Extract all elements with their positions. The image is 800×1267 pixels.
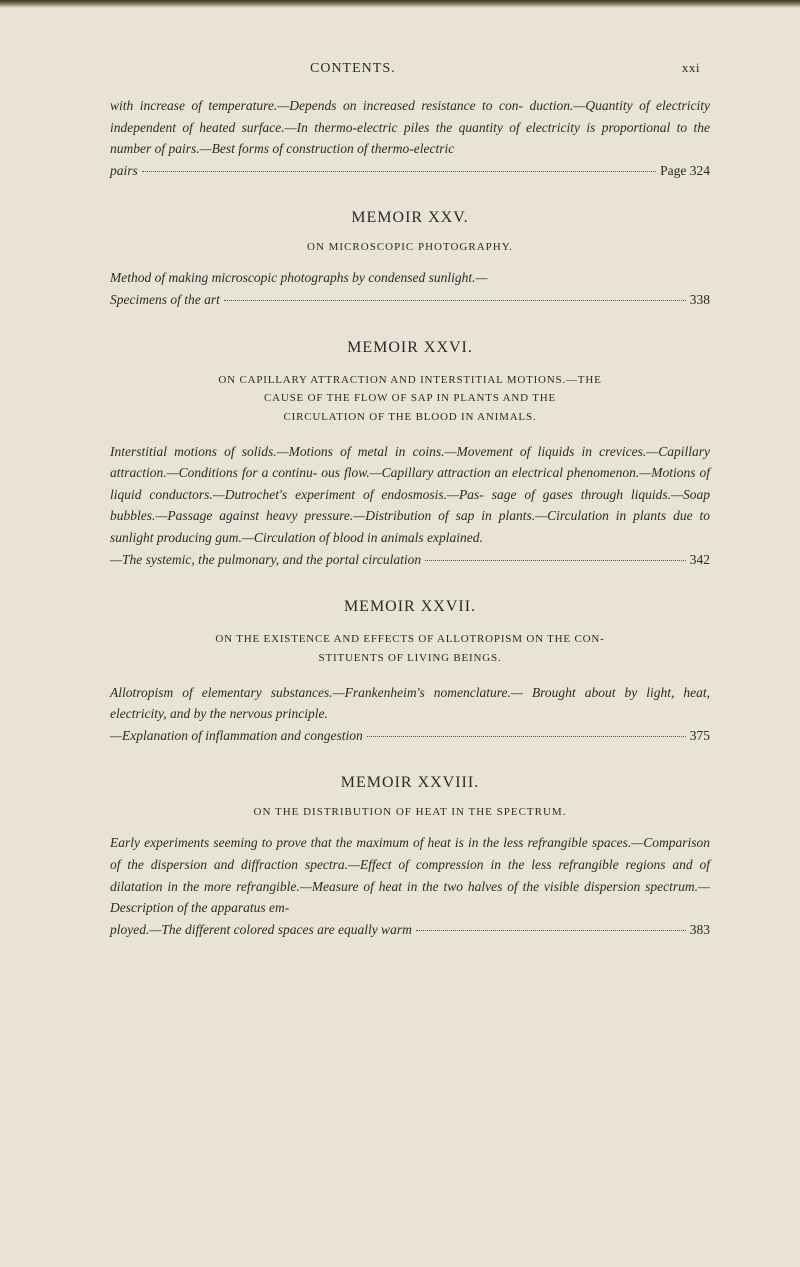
abstract-text: Allotropism of elementary substances.—Fr…: [110, 682, 710, 725]
page-ref-line: Specimens of the art 338: [110, 289, 710, 311]
subtitle-line: CAUSE OF THE FLOW OF SAP IN PLANTS AND T…: [110, 389, 710, 408]
memoir-title: MEMOIR XXVI.: [110, 339, 710, 357]
abstract-prefix: —The systemic, the pulmonary, and the po…: [110, 549, 421, 571]
page-reference: 383: [690, 919, 710, 941]
leader-dots: [416, 930, 686, 931]
page-reference: 338: [690, 289, 710, 311]
page-number: xxi: [682, 60, 700, 76]
section-memoir-xxvii: MEMOIR XXVII. ON THE EXISTENCE AND EFFEC…: [110, 598, 710, 746]
abstract-prefix: ployed.—The different colored spaces are…: [110, 919, 412, 941]
page-ref-line: ployed.—The different colored spaces are…: [110, 919, 710, 941]
leader-dots: [142, 171, 656, 172]
subtitle-line: CIRCULATION OF THE BLOOD IN ANIMALS.: [110, 408, 710, 427]
page-ref-line: pairs Page 324: [110, 160, 710, 182]
subtitle-line: ON CAPILLARY ATTRACTION AND INTERSTITIAL…: [110, 371, 710, 390]
section-memoir-xxvi: MEMOIR XXVI. ON CAPILLARY ATTRACTION AND…: [110, 339, 710, 571]
section-intro: with increase of temperature.—Depends on…: [110, 95, 710, 181]
subtitle-line: STITUENTS OF LIVING BEINGS.: [110, 649, 710, 668]
memoir-title: MEMOIR XXVII.: [110, 598, 710, 616]
memoir-title: MEMOIR XXV.: [110, 209, 710, 227]
abstract-line: dilatation in the more refrangible.—Meas…: [110, 879, 502, 894]
abstract-text: Early experiments seeming to prove that …: [110, 832, 710, 918]
abstract-line: with increase of temperature.—Depends on…: [110, 98, 523, 113]
abstract-text: with increase of temperature.—Depends on…: [110, 95, 710, 160]
abstract-line: Interstitial motions of solids.—Motions …: [110, 444, 530, 459]
abstract-line: spectra.—Effect of compression in the le…: [305, 857, 710, 872]
abstract-line: Method of making microscopic photographs…: [110, 270, 487, 285]
abstract-line: Allotropism of elementary substances.—Fr…: [110, 685, 523, 700]
abstract-line: pressure.—Distribution of sap in plants.…: [304, 508, 710, 523]
abstract-prefix: —Explanation of inflammation and congest…: [110, 725, 363, 747]
leader-dots: [425, 560, 686, 561]
section-memoir-xxv: MEMOIR XXV. ON MICROSCOPIC PHOTOGRAPHY. …: [110, 209, 710, 310]
abstract-text: Interstitial motions of solids.—Motions …: [110, 441, 710, 549]
page-header: CONTENTS. xxi: [110, 60, 710, 77]
page-top-edge: [0, 0, 800, 8]
leader-dots: [367, 736, 686, 737]
memoir-subtitle: ON MICROSCOPIC PHOTOGRAPHY.: [110, 241, 710, 253]
abstract-line: thermo-electric piles the quantity of el…: [314, 120, 687, 135]
memoir-title: MEMOIR XXVIII.: [110, 774, 710, 792]
leader-dots: [224, 300, 686, 301]
memoir-subtitle: ON THE EXISTENCE AND EFFECTS OF ALLOTROP…: [110, 630, 710, 667]
abstract-prefix: Specimens of the art: [110, 289, 220, 311]
abstract-line: sunlight producing gum.—Circulation of b…: [110, 530, 483, 545]
page-reference: 342: [690, 549, 710, 571]
header-title: CONTENTS.: [310, 61, 396, 77]
subtitle-line: ON THE EXISTENCE AND EFFECTS OF ALLOTROP…: [110, 630, 710, 649]
abstract-text: Method of making microscopic photographs…: [110, 267, 710, 289]
page-ref-line: —Explanation of inflammation and congest…: [110, 725, 710, 747]
abstract-line: Early experiments seeming to prove that …: [110, 835, 499, 850]
page-reference: 375: [690, 725, 710, 747]
page-reference: Page 324: [660, 160, 710, 182]
page-ref-line: —The systemic, the pulmonary, and the po…: [110, 549, 710, 571]
memoir-subtitle: ON THE DISTRIBUTION OF HEAT IN THE SPECT…: [110, 806, 710, 818]
abstract-line: ous flow.—Capillary attraction an electr…: [321, 465, 695, 480]
abstract-prefix: pairs: [110, 160, 138, 182]
section-memoir-xxviii: MEMOIR XXVIII. ON THE DISTRIBUTION OF HE…: [110, 774, 710, 940]
memoir-subtitle: ON CAPILLARY ATTRACTION AND INTERSTITIAL…: [110, 371, 710, 427]
